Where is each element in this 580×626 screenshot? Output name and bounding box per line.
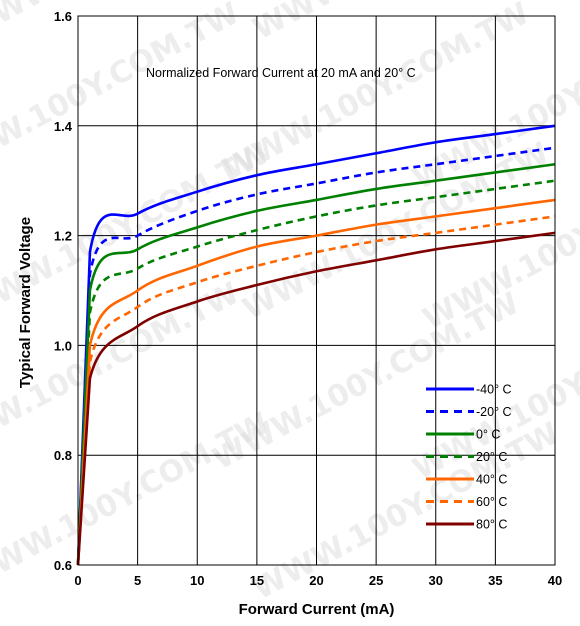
y-tick-label: 1.2	[54, 229, 72, 244]
series-line	[76, 215, 556, 566]
x-tick-label: 5	[134, 573, 141, 588]
series-line	[76, 146, 556, 566]
legend-label: 80° C	[476, 518, 507, 532]
y-tick-label: 1.4	[54, 119, 73, 134]
watermark-text: WWW.100Y.COM.TW	[247, 416, 565, 607]
x-tick-label: 15	[250, 573, 264, 588]
x-tick-label: 25	[369, 573, 383, 588]
x-tick-label: 40	[548, 573, 562, 588]
legend-label: 0° C	[476, 428, 500, 442]
legend-label: 40° C	[476, 473, 507, 487]
series-line	[76, 162, 556, 566]
watermark-text: WWW.100Y.COM.TW	[0, 0, 245, 187]
x-tick-label: 0	[74, 573, 81, 588]
legend: -40° C -20° C 0° C 20° C 40° C 60° C 80° C	[426, 383, 512, 532]
plot-frame	[77, 15, 556, 566]
x-tick-label: 20	[309, 573, 323, 588]
x-tick-label: 35	[488, 573, 502, 588]
chart-annotation: Normalized Forward Current at 20 mA and …	[146, 66, 416, 80]
y-tick-label: 1.0	[54, 338, 72, 353]
x-axis-title: Forward Current (mA)	[239, 601, 395, 618]
legend-label: 20° C	[476, 450, 507, 464]
x-tick-label: 10	[190, 573, 204, 588]
y-axis-title: Typical Forward Voltage	[17, 217, 34, 388]
series-line	[76, 231, 556, 566]
legend-label: -20° C	[476, 405, 512, 419]
legend-label: 60° C	[476, 495, 507, 509]
x-axis-ticks: 0 5 10 15 20 25 30 35 40	[74, 573, 562, 588]
series-line	[76, 198, 556, 566]
series-line	[76, 124, 556, 566]
y-axis-ticks: 0.6 0.8 1.0 1.2 1.4 1.6	[54, 9, 73, 573]
legend-label: -40° C	[476, 383, 512, 397]
y-tick-label: 0.8	[54, 448, 72, 463]
y-tick-label: 1.6	[54, 9, 72, 24]
series-line	[76, 179, 556, 566]
series-layer	[76, 124, 556, 566]
x-tick-label: 30	[429, 573, 443, 588]
y-tick-label: 0.6	[54, 558, 72, 573]
